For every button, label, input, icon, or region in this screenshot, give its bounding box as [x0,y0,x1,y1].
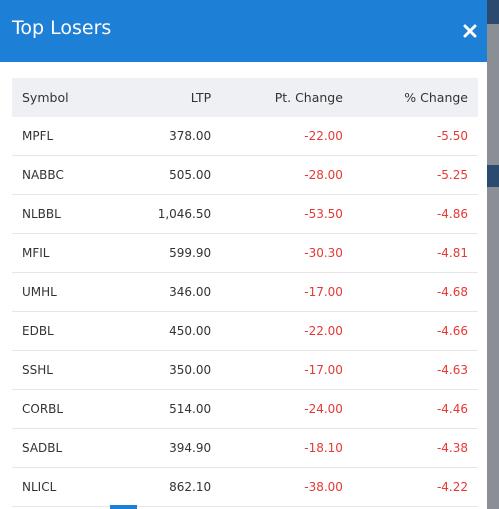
scroll-indicator [110,505,137,509]
table-cell: -17.00 [221,272,353,312]
table-cell: -4.22 [352,467,478,507]
table-cell: -24.00 [221,389,353,429]
table-cell: -4.68 [352,272,478,312]
table-cell: -4.66 [352,311,478,351]
table-cell: UMHL [12,272,112,312]
table-cell: NLBBL [12,194,112,234]
table-row: UMHL 346.00 -17.00 -4.68 [12,272,478,312]
table-row: SADBL 394.90 -18.10 -4.38 [12,428,478,468]
close-icon [463,24,477,38]
table-cell: 394.90 [111,428,222,468]
table-cell: 346.00 [111,272,222,312]
table-cell: -22.00 [221,311,353,351]
table-cell: 450.00 [111,311,222,351]
table-cell: 1,046.50 [111,194,222,234]
backdrop-strip [487,165,499,187]
table-body: MPFL 378.00 -22.00 -5.50 NABBC 505.00 -28.00 -5… [12,117,478,507]
table-row: SSHL 350.00 -17.00 -4.63 [12,350,478,390]
table-cell: EDBL [12,311,112,351]
table-cell: 862.10 [111,467,222,507]
table-cell: -5.25 [352,155,478,195]
table-cell: 350.00 [111,350,222,390]
close-button[interactable] [463,24,477,38]
table-cell: -28.00 [221,155,353,195]
table-row: MPFL 378.00 -22.00 -5.50 [12,117,478,156]
table-cell: 378.00 [111,117,222,156]
table-cell: -4.38 [352,428,478,468]
modal-title: Top Losers [12,17,112,39]
table-cell: SSHL [12,350,112,390]
table-cell: MFIL [12,233,112,273]
table-cell: -4.86 [352,194,478,234]
table-cell: NLICL [12,467,112,507]
table-row: EDBL 450.00 -22.00 -4.66 [12,311,478,351]
table-cell: -22.00 [221,117,353,156]
table-cell: 505.00 [111,155,222,195]
table-cell: -5.50 [352,117,478,156]
table-row: MFIL 599.90 -30.30 -4.81 [12,233,478,273]
header-row: Symbol LTP Pt. Change% Change [12,78,478,117]
table-cell: 599.90 [111,233,222,273]
backdrop-strip [487,0,499,24]
table-cell: -17.00 [221,350,353,390]
losers-table: Symbol LTP Pt. Change% Change MPFL 378.00 -2… [12,78,478,507]
table-cell: -38.00 [221,467,353,507]
table-cell: -4.81 [352,233,478,273]
table-cell: -53.50 [221,194,353,234]
table-cell: NABBC [12,155,112,195]
table-row: NLICL 862.10 -38.00 -4.22 [12,467,478,507]
table-row: NABBC 505.00 -28.00 -5.25 [12,155,478,195]
table-cell: -18.10 [221,428,353,468]
table-row: NLBBL 1,046.50 -53.50 -4.86 [12,194,478,234]
table-row: CORBL 514.00 -24.00 -4.46 [12,389,478,429]
table-cell: -4.46 [352,389,478,429]
column-header: % Change [352,78,478,117]
table-cell: CORBL [12,389,112,429]
table-cell: -30.30 [221,233,353,273]
table-cell: SADBL [12,428,112,468]
column-header: LTP [111,78,222,117]
modal: Top Losers Symbol LTP Pt. Change% Change M… [0,0,487,509]
table-cell: 514.00 [111,389,222,429]
table-cell: MPFL [12,117,112,156]
column-header: Pt. Change [221,78,353,117]
modal-header: Top Losers [0,0,487,62]
table-cell: -4.63 [352,350,478,390]
column-header: Symbol [12,78,112,117]
